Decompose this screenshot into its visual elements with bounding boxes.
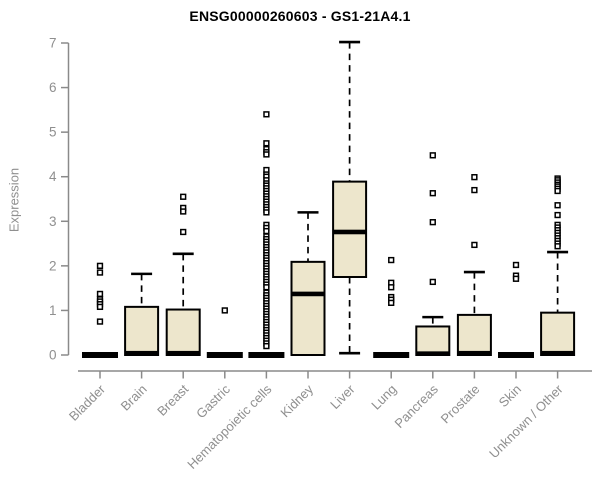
box-liver — [332, 40, 368, 355]
box-brain — [124, 272, 160, 356]
x-tick-label-breast: Breast — [154, 381, 191, 418]
zero-median-bar — [248, 352, 285, 358]
outlier-point — [429, 190, 436, 197]
median-line — [125, 350, 159, 356]
median-line — [333, 229, 367, 235]
outlier-point — [221, 307, 228, 314]
box-hematopoietic-cells — [248, 111, 285, 358]
zero-median-bar — [82, 352, 118, 358]
outlier-point — [471, 186, 478, 194]
outlier-point — [512, 261, 520, 269]
outlier-point — [263, 111, 270, 118]
x-tick-label-pancreas: Pancreas — [391, 381, 441, 431]
box-gastric — [206, 307, 243, 358]
outlier-point — [263, 342, 270, 350]
box-lung — [373, 256, 410, 358]
iqr-box — [290, 260, 326, 356]
outlier-point — [512, 275, 520, 282]
outlier-point — [554, 187, 561, 195]
outlier-point — [388, 299, 395, 307]
outlier-point — [388, 256, 395, 264]
iqr-box — [415, 325, 451, 356]
outlier-point — [429, 278, 436, 286]
x-tick-label-bladder: Bladder — [66, 381, 109, 424]
box-pancreas — [415, 152, 451, 356]
y-tick-label: 7 — [49, 36, 57, 51]
x-tick-label-unknown-other: Unknown / Other — [486, 381, 566, 461]
outlier-point — [263, 140, 270, 147]
zero-median-bar — [206, 352, 243, 358]
iqr-box — [165, 308, 201, 356]
outlier-point — [554, 243, 561, 250]
outlier-point — [96, 269, 104, 276]
x-tick-label-skin: Skin — [496, 382, 524, 410]
x-tick-label-kidney: Kidney — [277, 381, 316, 420]
y-axis: 0 1 2 3 4 5 6 7 — [49, 36, 70, 363]
outlier-point — [263, 151, 270, 158]
outlier-point — [96, 303, 104, 311]
box-bladder — [82, 262, 118, 358]
y-tick-label: 5 — [49, 125, 57, 140]
outlier-point — [96, 262, 104, 270]
outlier-point — [554, 202, 561, 209]
iqr-box — [332, 180, 368, 278]
x-tick-label-gastric: Gastric — [193, 381, 233, 421]
box-breast — [165, 193, 201, 356]
y-tick-label: 4 — [49, 169, 57, 184]
box-kidney — [290, 211, 326, 356]
outlier-point — [429, 152, 436, 159]
y-tick-label: 1 — [49, 303, 57, 318]
median-line — [166, 350, 200, 356]
outlier-point — [180, 208, 187, 215]
y-tick-label: 0 — [49, 348, 57, 363]
chart-title: ENSG00000260603 - GS1-21A4.1 — [189, 8, 411, 24]
outlier-point — [180, 193, 187, 200]
iqr-box — [456, 313, 492, 356]
y-tick-label: 6 — [49, 80, 57, 95]
iqr-box — [540, 311, 576, 356]
outlier-point — [96, 318, 104, 325]
x-tick-label-lung: Lung — [368, 382, 399, 413]
outlier-point — [96, 290, 104, 298]
x-tick-label-brain: Brain — [118, 382, 150, 414]
x-tick-label-prostate: Prostate — [438, 382, 483, 427]
outlier-point — [263, 227, 270, 235]
outlier-point — [554, 211, 561, 219]
outlier-point — [471, 241, 478, 249]
zero-median-bar — [498, 352, 534, 358]
iqr-box — [124, 305, 160, 356]
box-unknown-other — [540, 175, 576, 356]
median-line — [291, 291, 325, 297]
median-line — [541, 350, 575, 356]
outlier-point — [471, 174, 478, 181]
outlier-point — [388, 284, 395, 291]
median-line — [416, 351, 450, 356]
outlier-point — [180, 228, 187, 236]
outlier-point — [263, 209, 270, 216]
outlier-point — [263, 284, 270, 291]
y-tick-label: 2 — [49, 258, 57, 273]
x-tick-label-liver: Liver — [327, 381, 358, 412]
box-skin — [498, 261, 534, 358]
median-line — [457, 350, 491, 356]
y-tick-label: 3 — [49, 214, 57, 229]
outlier-point — [429, 219, 436, 226]
zero-median-bar — [373, 352, 410, 358]
box-prostate — [456, 174, 492, 356]
